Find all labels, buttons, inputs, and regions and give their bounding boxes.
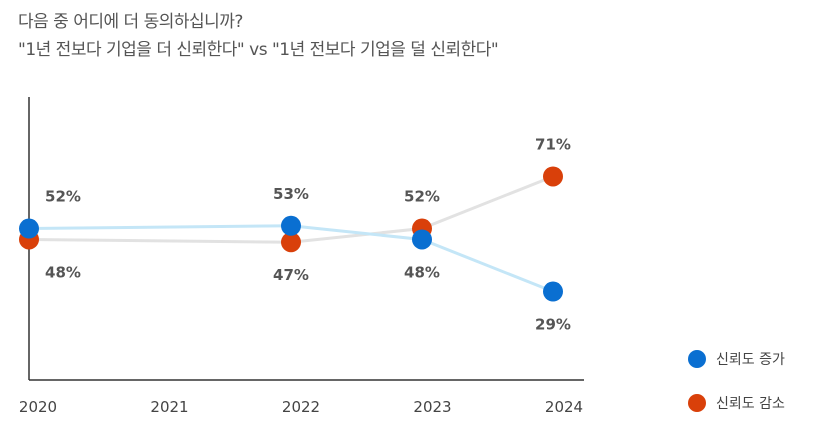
data-label: 48% (45, 263, 81, 281)
data-label: 71% (535, 135, 571, 153)
data-label: 53% (273, 185, 309, 203)
x-tick-label: 2024 (545, 398, 583, 416)
data-label: 52% (45, 188, 81, 206)
legend-label: 신뢰도 증가 (716, 352, 785, 368)
data-point (281, 215, 301, 236)
x-tick-label: 2021 (150, 398, 188, 416)
data-label: 47% (273, 266, 309, 284)
data-point (543, 281, 563, 302)
series-line (28, 224, 554, 293)
legend-label: 신뢰도 감소 (716, 396, 785, 412)
data-label: 48% (404, 263, 440, 281)
title-line-2: "1년 전보다 기업을 더 신뢰한다" vs "1년 전보다 기업을 덜 신뢰한… (18, 40, 499, 60)
legend-dot-icon (688, 350, 706, 368)
data-label: 29% (535, 316, 571, 334)
data-point (543, 166, 563, 187)
x-tick-label: 2022 (282, 398, 320, 416)
data-point (412, 229, 432, 250)
data-label: 52% (404, 188, 440, 206)
x-tick-label: 2023 (413, 398, 451, 416)
data-point (19, 218, 39, 239)
legend-item-increase: 신뢰도 증가 (688, 349, 785, 369)
legend-dot-icon (688, 394, 706, 412)
data-point (281, 232, 301, 253)
title-line-1: 다음 중 어디에 더 동의하십니까? (18, 12, 243, 32)
x-tick-label: 2020 (19, 398, 57, 416)
chart-title: 다음 중 어디에 더 동의하십니까? "1년 전보다 기업을 더 신뢰한다" v… (18, 8, 499, 64)
legend-item-decrease: 신뢰도 감소 (688, 393, 785, 413)
series-line (28, 175, 554, 244)
